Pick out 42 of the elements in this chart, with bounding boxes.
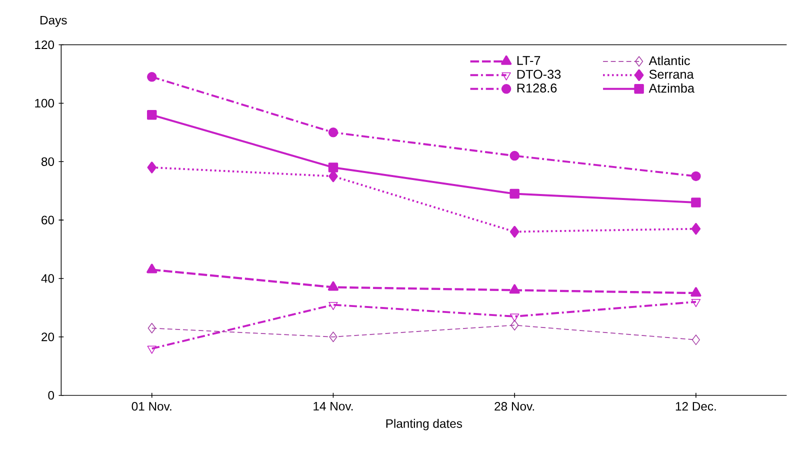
legend-label: LT-7 xyxy=(517,56,540,65)
point xyxy=(329,332,338,342)
x-tick-label: 14 Nov. xyxy=(314,402,353,411)
point xyxy=(691,171,701,182)
point xyxy=(510,150,520,161)
point xyxy=(148,322,156,334)
point xyxy=(146,72,157,82)
legend-label: Atzimba xyxy=(648,83,695,93)
point xyxy=(690,287,702,297)
point xyxy=(510,320,519,331)
point xyxy=(147,162,156,174)
point xyxy=(509,284,520,294)
legend-label: DTO-33 xyxy=(517,70,561,79)
legend-label: Atlantic xyxy=(648,56,690,66)
y-tick-label: 40 xyxy=(41,274,54,283)
point xyxy=(328,281,339,291)
y-axis-title: Days xyxy=(40,16,67,27)
y-tick-label: 60 xyxy=(42,216,54,224)
point xyxy=(510,314,520,322)
x-axis-title: Planting dates xyxy=(386,418,462,430)
legend-label: R128.6 xyxy=(517,84,557,93)
x-tick-label: 12 Dec. xyxy=(676,402,716,411)
y-tick-label: 100 xyxy=(35,98,54,108)
point xyxy=(691,198,701,208)
y-tick-label: 120 xyxy=(35,40,54,50)
point xyxy=(692,334,700,346)
point xyxy=(328,162,338,172)
point xyxy=(510,226,520,238)
x-tick-label: 01 Nov. xyxy=(132,402,172,411)
point xyxy=(691,223,701,235)
legend-label: Serrana xyxy=(649,70,694,79)
y-tick-label: 80 xyxy=(42,157,54,166)
y-tick-label: 20 xyxy=(42,332,54,342)
point xyxy=(510,188,520,199)
point xyxy=(691,299,701,308)
x-tick-label: 28 Nov. xyxy=(494,402,534,411)
point xyxy=(146,110,157,120)
point xyxy=(328,128,338,138)
y-tick-label: 0 xyxy=(48,391,54,400)
point xyxy=(146,264,158,274)
point xyxy=(147,346,156,354)
point xyxy=(328,302,338,310)
